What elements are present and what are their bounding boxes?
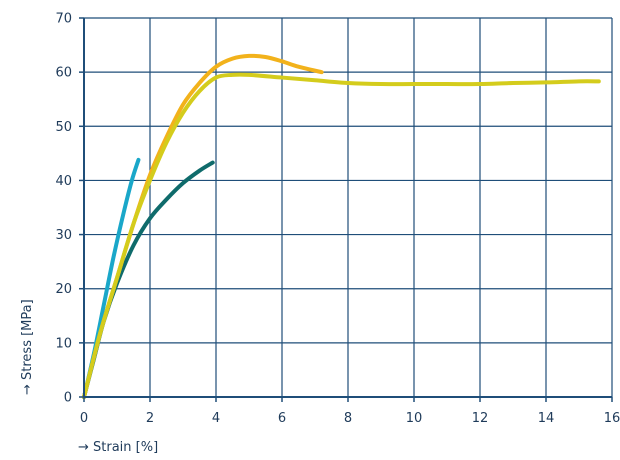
- x-tick-label-4: 4: [212, 411, 220, 426]
- x-tick-label-12: 12: [472, 411, 489, 426]
- series-line-4: [82, 72, 601, 399]
- y-tick-label-70: 70: [55, 12, 72, 27]
- y-axis-label: → Stress [MPa]: [20, 299, 35, 395]
- y-tick-label-10: 10: [55, 336, 72, 351]
- y-tick-label-30: 30: [55, 228, 72, 243]
- y-tick-label-20: 20: [55, 282, 72, 297]
- axes: [79, 17, 613, 402]
- x-tick-label-16: 16: [604, 411, 620, 426]
- tick-labels: 0 2 4 6 8 10 12 14 16 0 10 20 30 40 50 60 70: [55, 12, 620, 427]
- y-tick-label-50: 50: [55, 120, 72, 135]
- y-tick-label-60: 60: [55, 66, 72, 81]
- x-tick-label-0: 0: [80, 411, 88, 426]
- x-tick-label-10: 10: [406, 411, 423, 426]
- y-tick-label-0: 0: [64, 391, 72, 406]
- y-tick-label-40: 40: [55, 174, 72, 189]
- grid-lines: [84, 17, 613, 397]
- x-axis-label: → Strain [%]: [78, 440, 158, 455]
- x-tick-label-2: 2: [146, 411, 154, 426]
- x-tick-label-8: 8: [344, 411, 352, 426]
- series-lines: [82, 53, 601, 399]
- series-line-2: [82, 160, 215, 399]
- x-tick-label-14: 14: [538, 411, 555, 426]
- x-tick-label-6: 6: [278, 411, 286, 426]
